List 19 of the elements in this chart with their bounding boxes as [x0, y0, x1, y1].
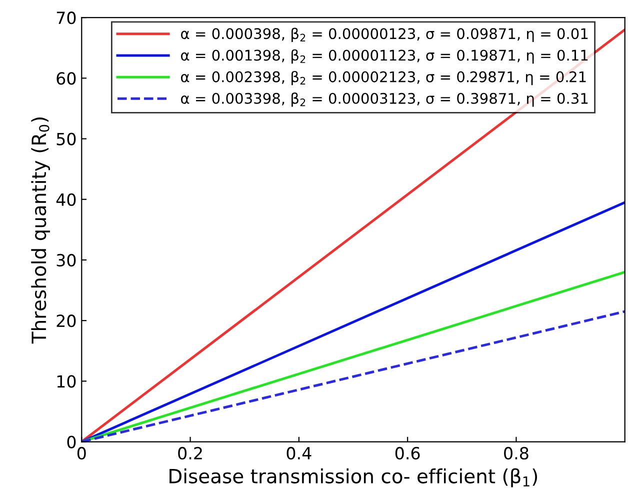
y-axis-title: Threshold quantity (R$_{0}$)	[31, 118, 50, 344]
x-tick-label: 0.8	[504, 446, 528, 460]
legend-label: α = 0.001398, β$_{2}$ = 0.00001123, σ = 0.19871, η = 0.11	[181, 49, 588, 64]
y-tick-label: 40	[56, 193, 76, 206]
legend-label: α = 0.003398, β$_{2}$ = 0.00003123, σ = 0.39871, η = 0.31	[181, 92, 588, 107]
x-tick-label: 0.6	[395, 446, 420, 460]
y-tick-label: 50	[56, 132, 76, 146]
y-tick-label: 30	[56, 254, 76, 267]
y-tick-label: 0	[67, 436, 76, 448]
x-axis-title: Disease transmission co- efficient (β$_{1}$)	[170, 468, 538, 488]
x-tick-label: 0	[77, 446, 86, 460]
y-tick-label: 10	[57, 375, 76, 388]
legend-label: α = 0.002398, β$_{2}$ = 0.00002123, σ = 0.29871, η = 0.21	[181, 70, 586, 86]
y-tick-label: 70	[56, 12, 76, 24]
x-tick-label: 0.2	[178, 446, 202, 460]
x-tick-label: 0.4	[286, 446, 312, 460]
legend-label: α = 0.000398, β$_{2}$ = 0.00000123, σ = 0.09871, η = 0.01	[181, 28, 588, 42]
y-tick-label: 20	[56, 314, 76, 328]
y-tick-label: 60	[56, 72, 76, 85]
